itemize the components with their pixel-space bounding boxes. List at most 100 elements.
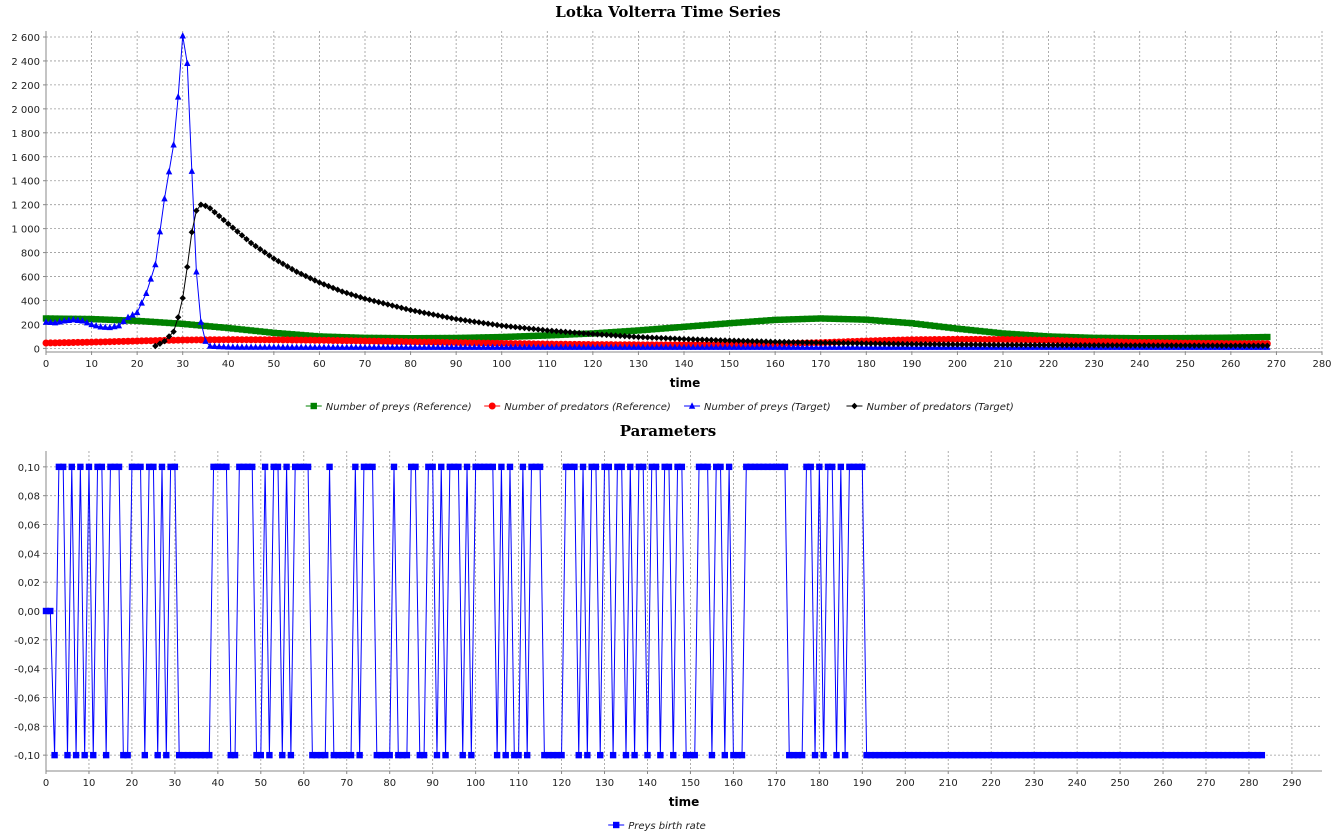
time-series-series-number-of-predators-target-point (202, 202, 209, 210)
time-series-x-tick-label: 100 (492, 359, 511, 370)
parameters-y-tick-label: 0,08 (18, 492, 40, 503)
time-series-y-tick-label: 1 200 (11, 201, 40, 212)
parameters-series-preys-birth-rate-point (438, 463, 445, 471)
parameters-series-preys-birth-rate-point (635, 463, 643, 471)
time-series-series-number-of-predators-target-point (990, 341, 998, 348)
time-series-series-number-of-preys-reference-point (1168, 334, 1175, 342)
parameters-y-tick-label: -0,08 (14, 722, 40, 733)
parameters-series-preys-birth-rate-point (339, 751, 346, 759)
time-series-y-tick-label: 2 600 (11, 33, 40, 44)
time-series-series-number-of-preys-target-point (462, 343, 469, 350)
time-series-series-number-of-predators-target-point (594, 331, 601, 338)
time-series-series-number-of-preys-target-point (525, 343, 533, 350)
time-series-series-number-of-predators-target-point (1004, 341, 1011, 349)
parameters-series-preys-birth-rate-point (158, 463, 166, 471)
parameters-series-preys-birth-rate-point (919, 751, 926, 759)
parameters-series-preys-birth-rate-point (124, 751, 131, 759)
time-series-series-number-of-predators-target-point (762, 338, 770, 345)
time-series-series-number-of-preys-reference-point (826, 315, 834, 322)
time-series-series-number-of-predators-target-point (1223, 342, 1230, 349)
time-series-series-number-of-preys-reference-point (270, 329, 278, 337)
time-series-series-number-of-predators-target-point (1109, 342, 1116, 349)
legend-marker (613, 821, 620, 829)
time-series-series-number-of-predators-target-point (1259, 342, 1266, 349)
time-series-series-number-of-predators-target-point (266, 252, 273, 259)
time-series-x-tick-label: 90 (450, 359, 463, 370)
parameters-series-preys-birth-rate-point (111, 463, 118, 471)
time-series-series-number-of-preys-target-point (443, 343, 451, 350)
parameters-series-preys-birth-rate-point (511, 751, 518, 759)
time-series-series-number-of-predators-target-point (247, 239, 255, 247)
time-series-series-number-of-preys-reference-point (771, 316, 779, 324)
time-series-series-number-of-preys-target-point (393, 343, 401, 350)
time-series-series-number-of-preys-reference-point (544, 332, 551, 339)
time-series-series-number-of-predators-target-point (393, 303, 401, 310)
parameters-series-preys-birth-rate-point (923, 751, 930, 759)
time-series-series-number-of-preys-target-point (562, 343, 569, 350)
time-series-series-number-of-predators-target-point (261, 249, 268, 256)
time-series-series-number-of-preys-reference-point (516, 333, 524, 340)
time-series-series-number-of-preys-reference-point (1209, 334, 1216, 342)
time-series-series-number-of-preys-reference-point (161, 319, 168, 326)
time-series-series-number-of-preys-reference-point (1204, 334, 1212, 342)
time-series-x-tick-label: 280 (1312, 359, 1331, 370)
time-series-series-number-of-preys-reference-point (721, 320, 729, 327)
parameters-series-preys-birth-rate-point (751, 463, 759, 471)
parameters-series-preys-birth-rate-point (227, 751, 234, 759)
parameters-y-tick-label: 0,04 (18, 549, 40, 560)
time-series-series-number-of-preys-target-point (316, 343, 323, 350)
parameters-series-preys-birth-rate-point (584, 751, 591, 759)
time-series-series-number-of-preys-reference-point (1113, 334, 1121, 342)
time-series-series-number-of-predators-target-point (703, 336, 710, 344)
time-series-series-number-of-preys-target-point (320, 343, 328, 350)
parameters-series-preys-birth-rate-point (1091, 751, 1098, 759)
time-series-series-number-of-preys-reference-point (621, 328, 628, 335)
time-series-series-number-of-preys-target-point (448, 343, 455, 350)
parameters-series-preys-birth-rate-point (554, 751, 561, 759)
parameters-series-preys-birth-rate-point (1073, 751, 1081, 759)
time-series-series-number-of-preys-target-point (617, 343, 624, 350)
time-series-series-number-of-preys-reference-point (539, 332, 546, 339)
time-series-series-number-of-preys-target-point (730, 343, 738, 350)
time-series-series-number-of-predators-target-point (995, 341, 1002, 348)
time-series-series-number-of-preys-reference-point (708, 321, 715, 328)
parameters-series-preys-birth-rate-point (979, 751, 986, 759)
time-series-series-number-of-predators-target-point (489, 321, 496, 328)
time-series-series-number-of-preys-reference-point (1136, 335, 1143, 342)
time-series-series-number-of-predators-target-point (822, 339, 829, 347)
time-series-series-number-of-preys-target-point (215, 342, 223, 350)
time-series-series-number-of-preys-reference-point (156, 319, 164, 326)
time-series-series-number-of-predators-target-point (676, 335, 683, 343)
time-series-series-number-of-predators-target-point (685, 336, 692, 343)
time-series-axes: 0 10 20 30 40 50 60 70 80 90 100 110 120 130 140 150 160… (11, 31, 1332, 370)
parameters-x-tick-label: 40 (211, 778, 224, 789)
parameters-series-preys-birth-rate-point (957, 751, 965, 759)
time-series-series-number-of-predators-target-point (1036, 341, 1043, 349)
time-series-series-number-of-preys-reference-point (416, 334, 423, 342)
time-series-series-number-of-predators-target (152, 201, 1271, 350)
time-series-series-number-of-predators-target-point (430, 311, 437, 318)
parameters-series-preys-birth-rate-point (171, 463, 179, 471)
time-series-series-number-of-preys-reference-point (534, 332, 542, 339)
parameters-series-preys-birth-rate-point (794, 751, 802, 759)
parameters-series-preys-birth-rate-point (1048, 751, 1055, 759)
parameters-series-preys-birth-rate-point (347, 751, 355, 759)
legend-marker (851, 402, 858, 410)
parameters-series-preys-birth-rate-point (1009, 751, 1016, 759)
time-series-series-number-of-preys-target-point (225, 343, 232, 350)
time-series-series-number-of-predators-target-point (1127, 342, 1134, 349)
time-series-x-tick-label: 190 (902, 359, 921, 370)
time-series-series-number-of-predators-target-point (721, 337, 729, 344)
time-series-series-number-of-predators-target-point (803, 339, 811, 346)
time-series-series-number-of-preys-target-point (425, 343, 432, 350)
time-series-series-number-of-preys-target-point (758, 343, 765, 350)
time-series-series-number-of-preys-reference-point (667, 324, 674, 332)
time-series-series-number-of-predators-target-point (284, 263, 291, 270)
time-series-series-number-of-preys-target-point (156, 227, 164, 235)
parameters-series-preys-birth-rate-point (953, 751, 961, 759)
time-series-series-number-of-predators-target-point (256, 246, 264, 253)
time-series-series-number-of-preys-reference-point (489, 334, 496, 341)
parameters-series-preys-birth-rate-point (670, 751, 677, 759)
parameters-series-preys-birth-rate-point (498, 463, 505, 471)
time-series-series-number-of-preys-reference-point (735, 319, 742, 326)
